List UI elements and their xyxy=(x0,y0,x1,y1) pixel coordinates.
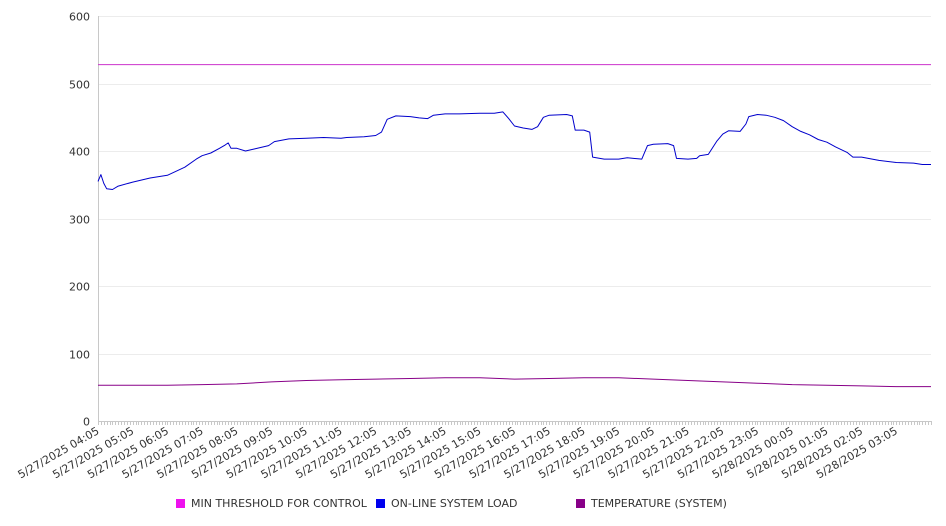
series-line-temperature xyxy=(98,377,931,388)
legend-item-min-threshold: MIN THRESHOLD FOR CONTROL xyxy=(176,497,367,510)
legend-label-system-load: ON-LINE SYSTEM LOAD xyxy=(391,497,518,510)
y-tick-label: 500 xyxy=(69,79,90,92)
y-tick-label: 200 xyxy=(69,281,90,294)
y-tick-label: 400 xyxy=(69,146,90,159)
legend-label-min-threshold: MIN THRESHOLD FOR CONTROL xyxy=(191,497,367,510)
legend-item-temperature: TEMPERATURE (SYSTEM) xyxy=(576,497,727,510)
legend-item-system-load: ON-LINE SYSTEM LOAD xyxy=(376,497,517,510)
legend-swatch-min-threshold xyxy=(176,499,185,508)
chart-legend: MIN THRESHOLD FOR CONTROL ON-LINE SYSTEM… xyxy=(0,497,946,515)
y-tick-label: 0 xyxy=(83,416,90,429)
series-line-system-load xyxy=(97,111,931,190)
y-tick-label: 600 xyxy=(69,11,90,24)
y-tick-label: 300 xyxy=(69,214,90,227)
y-tick-label: 100 xyxy=(69,349,90,362)
legend-swatch-system-load xyxy=(376,499,385,508)
legend-label-temperature: TEMPERATURE (SYSTEM) xyxy=(591,497,727,510)
legend-swatch-temperature xyxy=(576,499,585,508)
